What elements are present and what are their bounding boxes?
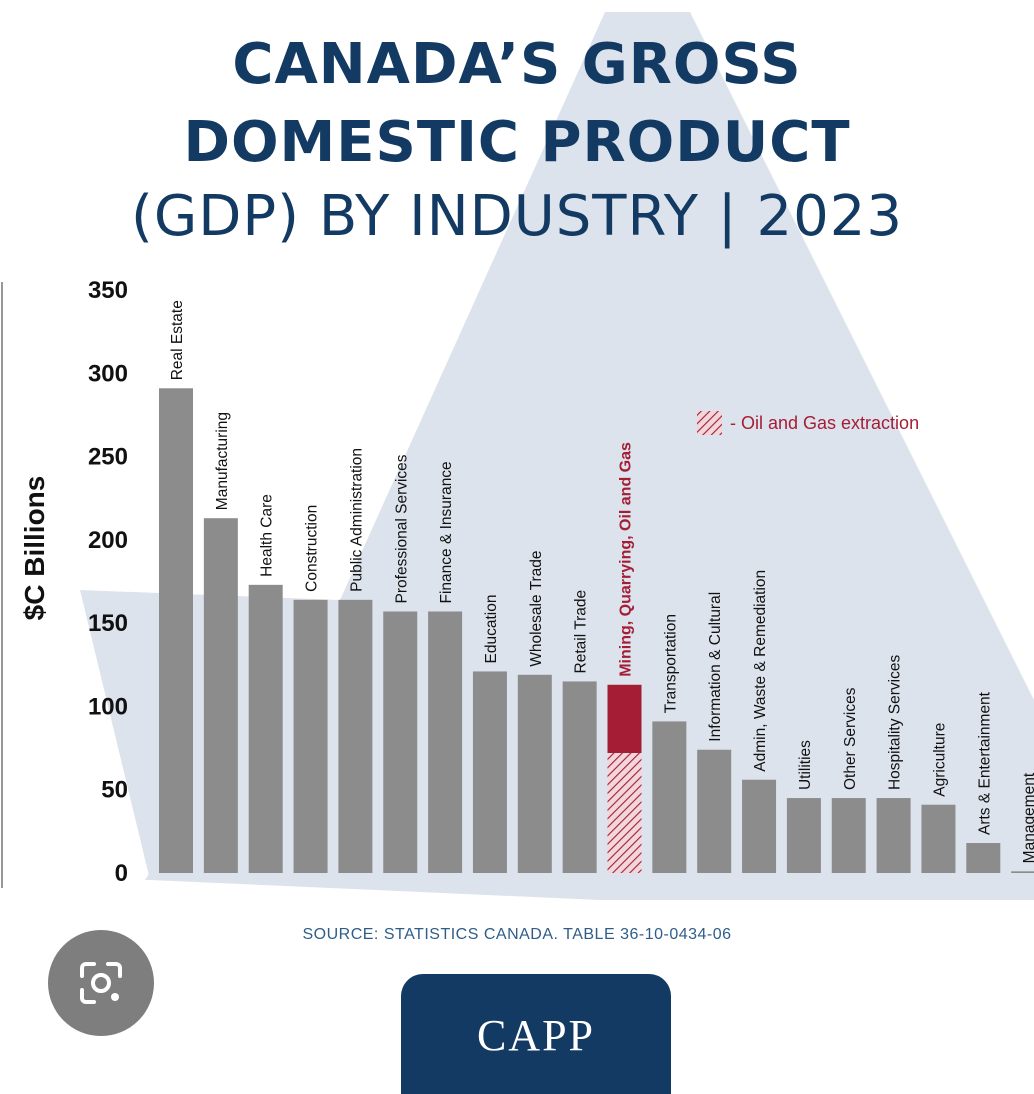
bar — [831, 798, 866, 873]
y-axis-label: $C Billions — [19, 476, 50, 621]
title-line-1: CANADA’S GROSS — [232, 32, 802, 97]
category-label: Utilities — [797, 740, 814, 790]
category-label: Professional Services — [393, 454, 410, 603]
category-label: Public Administration — [348, 448, 365, 592]
y-tick-label: 350 — [88, 277, 128, 304]
source-note: SOURCE: STATISTICS CANADA. TABLE 36-10-0… — [302, 926, 732, 943]
y-tick-label: 50 — [101, 777, 128, 804]
capp-logo-text: CAPP — [476, 1011, 596, 1060]
bar — [248, 584, 283, 873]
category-label: Health Care — [259, 494, 276, 577]
y-tick-label: 0 — [115, 860, 128, 887]
category-label: Education — [483, 594, 500, 663]
bar — [652, 721, 687, 873]
y-tick-label: 100 — [88, 693, 128, 720]
y-tick-label: 150 — [88, 610, 128, 637]
category-label: Retail Trade — [573, 590, 590, 674]
capp-logo: CAPP — [401, 974, 671, 1094]
bar-mining-quarrying — [607, 684, 642, 754]
category-label: Transportation — [662, 614, 679, 713]
category-label: Arts & Entertainment — [976, 691, 993, 835]
category-label: Wholesale Trade — [528, 550, 545, 666]
bar — [966, 843, 1001, 873]
category-label: Finance & Insurance — [438, 461, 455, 603]
category-label: Agriculture — [931, 723, 948, 797]
bar — [562, 681, 597, 873]
gdp-bar-chart: 0 50 100 150 200 250 300 350 Real Estate Manufac… — [1, 277, 1034, 888]
category-label: Hospitality Services — [887, 655, 904, 790]
category-label: Admin, Waste & Remediation — [752, 570, 769, 772]
bar — [876, 798, 911, 873]
bar — [921, 804, 956, 873]
bar — [338, 599, 373, 873]
bar — [786, 798, 821, 873]
category-label: Information & Cultural — [707, 592, 724, 742]
y-tick-label: 250 — [88, 444, 128, 471]
title-line-2: DOMESTIC PRODUCT — [183, 110, 851, 175]
bar — [1011, 871, 1034, 873]
title-line-3: (GDP) BY INDUSTRY | 2023 — [131, 184, 903, 249]
y-tick-label: 200 — [88, 527, 128, 554]
category-label: Construction — [304, 505, 321, 592]
y-tick-label: 300 — [88, 360, 128, 387]
category-label: Management — [1021, 772, 1034, 863]
bar — [697, 749, 732, 873]
bar — [428, 611, 463, 873]
bar — [159, 388, 193, 873]
bar-oil-gas-extraction — [607, 753, 642, 873]
bar — [472, 671, 507, 873]
bar — [517, 674, 552, 873]
x-baseline — [145, 872, 1034, 880]
legend-label: - Oil and Gas extraction — [730, 413, 919, 433]
google-lens-icon — [80, 962, 122, 1004]
category-label: Other Services — [842, 687, 859, 790]
bar — [383, 611, 418, 873]
category-label: Mining, Quarrying, Oil and Gas — [618, 442, 635, 677]
category-label: Manufacturing — [214, 412, 231, 510]
bar — [293, 599, 328, 873]
bar — [203, 518, 238, 873]
google-lens-button[interactable] — [48, 930, 154, 1036]
bar — [742, 779, 777, 873]
category-label: Real Estate — [169, 300, 186, 380]
legend-swatch — [697, 411, 722, 435]
